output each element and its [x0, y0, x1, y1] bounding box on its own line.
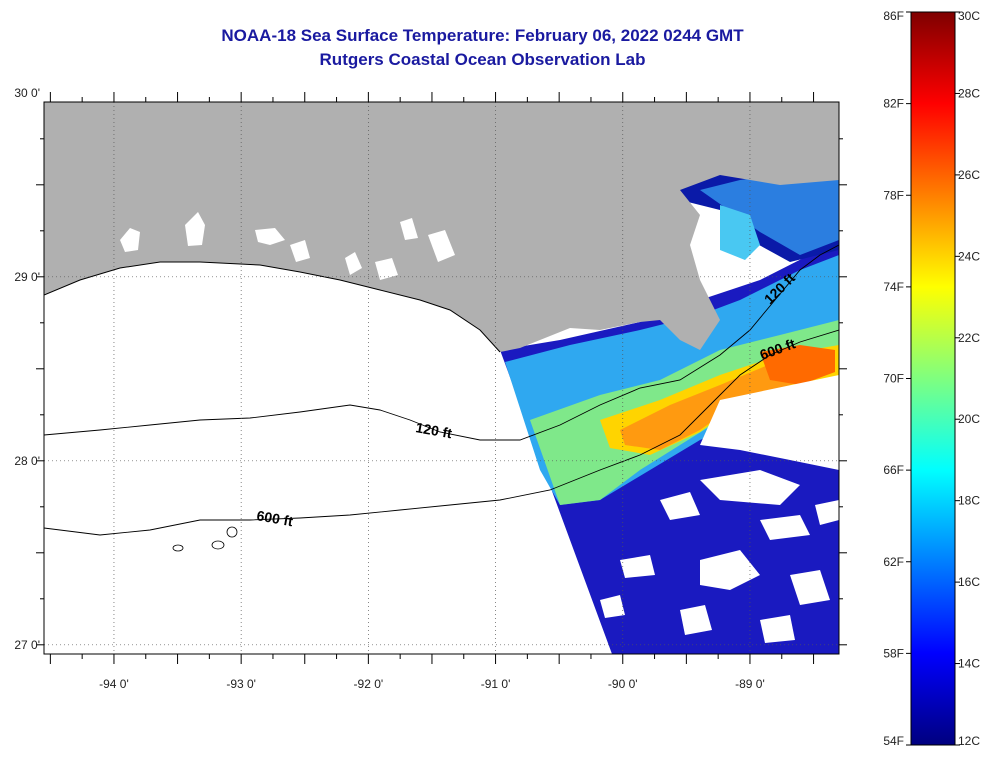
colorbar-celsius-label: 18C: [958, 494, 980, 508]
colorbar-celsius-label: 28C: [958, 86, 980, 100]
longitude-label: -92 0': [354, 677, 384, 691]
colorbar-celsius-label: 12C: [958, 734, 980, 748]
isobath-120ft: [44, 244, 839, 441]
longitude-label: -93 0': [226, 677, 256, 691]
colorbar-celsius-label: 24C: [958, 249, 980, 263]
title-line-2: Rutgers Coastal Ocean Observation Lab: [319, 50, 646, 69]
colorbar-celsius-label: 14C: [958, 657, 980, 671]
longitude-label: -89 0': [735, 677, 765, 691]
isobath-600ft-islands: [172, 526, 238, 552]
colorbar-fahrenheit-label: 78F: [883, 188, 904, 202]
map-title: NOAA-18 Sea Surface Temperature: Februar…: [0, 24, 965, 72]
colorbar-fahrenheit-label: 82F: [883, 97, 904, 111]
contour-label-120ft-west: 120 ft: [414, 419, 453, 441]
colorbar-fahrenheit-label: 62F: [883, 555, 904, 569]
colorbar-fahrenheit-label: 66F: [883, 463, 904, 477]
contour-label-600ft-west: 600 ft: [255, 507, 294, 529]
colorbar-fahrenheit-label: 74F: [883, 280, 904, 294]
colorbar-ticks: [906, 11, 960, 746]
colorbar-celsius-label: 16C: [958, 575, 980, 589]
cloud-mask: [600, 375, 839, 643]
latitude-label: 28 0': [14, 454, 40, 468]
land-mass: [44, 102, 839, 352]
map-frame: [43, 101, 840, 655]
longitude-label: -91 0': [481, 677, 511, 691]
colorbar: 86F 82F 78F 74F 70F 66F 62F 58F 54F 30C 28C 26C 24C…: [883, 9, 980, 748]
colorbar-celsius-label: 22C: [958, 331, 980, 345]
longitude-label: -90 0': [608, 677, 638, 691]
longitude-label: -94 0': [99, 677, 129, 691]
colorbar-scale: [910, 11, 956, 746]
longitude-labels: -94 0' -93 0' -92 0' -91 0' -90 0' -89 0': [99, 677, 765, 691]
latitude-label: 29 0': [14, 270, 40, 284]
colorbar-celsius-label: 30C: [958, 9, 980, 23]
colorbar-celsius-labels: 30C 28C 26C 24C 22C 20C 18C 16C 14C 12C: [958, 9, 980, 748]
colorbar-fahrenheit-label: 58F: [883, 646, 904, 660]
isobath-600ft: [44, 329, 839, 536]
latitude-labels: 30 0' 29 0' 28 0' 27 0': [14, 86, 40, 652]
title-line-1: NOAA-18 Sea Surface Temperature: Februar…: [221, 26, 744, 45]
colorbar-fahrenheit-label: 86F: [883, 9, 904, 23]
latitude-label: 30 0': [14, 86, 40, 100]
inland-lakes: [120, 212, 455, 280]
axis-ticks: [36, 92, 847, 664]
map-plot-area: [44, 102, 839, 654]
colorbar-fahrenheit-label: 70F: [883, 372, 904, 386]
colorbar-celsius-label: 26C: [958, 168, 980, 182]
colorbar-fahrenheit-labels: 86F 82F 78F 74F 70F 66F 62F 58F 54F: [883, 9, 904, 748]
colorbar-celsius-label: 20C: [958, 412, 980, 426]
coastline: [44, 261, 501, 353]
latitude-label: 27 0': [14, 638, 40, 652]
graticule: [44, 102, 839, 654]
colorbar-fahrenheit-label: 54F: [883, 734, 904, 748]
